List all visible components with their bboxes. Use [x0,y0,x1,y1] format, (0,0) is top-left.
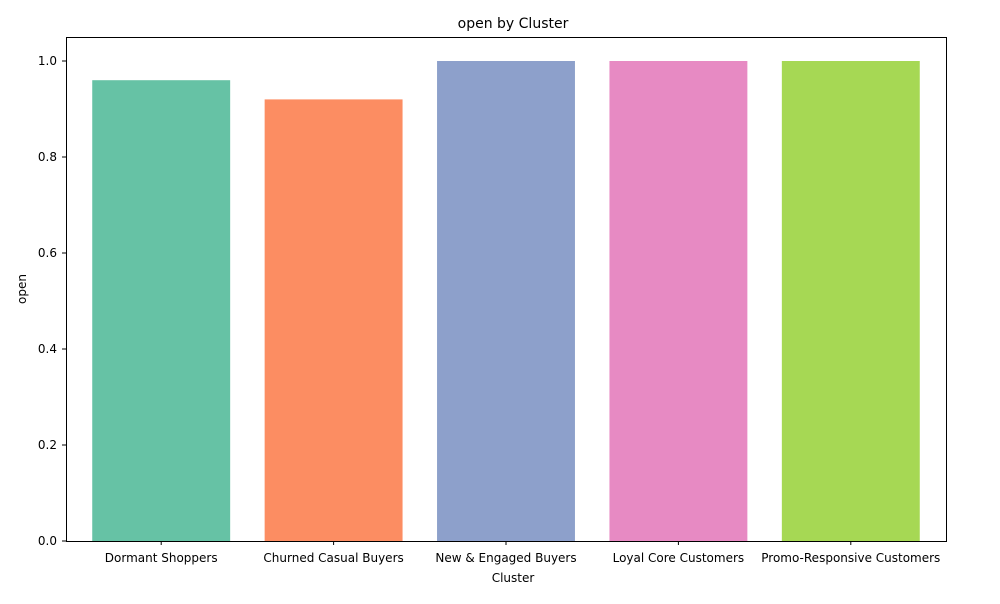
y-tick-label-4: 0.8 [38,150,57,164]
x-axis-label: Cluster [492,571,535,585]
x-tick-label-2: New & Engaged Buyers [435,551,576,565]
bar-0 [92,80,231,541]
x-tick-label-4: Promo-Responsive Customers [761,551,940,565]
x-tick-label-1: Churned Casual Buyers [263,551,403,565]
y-axis-label: open [15,274,29,304]
y-tick-label-2: 0.4 [38,342,57,356]
bar-3 [609,61,748,541]
y-tick-label-5: 1.0 [38,54,57,68]
x-tick-label-0: Dormant Shoppers [105,551,218,565]
bars-group [92,61,920,542]
bar-2 [437,61,575,541]
chart-title: open by Cluster [458,16,569,32]
y-tick-label-0: 0.0 [38,534,57,548]
bar-4 [781,61,920,541]
plot-frame [66,37,947,542]
bar-1 [264,99,403,542]
x-axis-ticks: Dormant Shoppers Churned Casual Buyers New… [105,541,940,565]
y-tick-label-1: 0.2 [38,438,57,452]
y-axis-ticks: 0.0 0.2 0.4 0.6 0.8 1.0 [38,54,66,548]
x-tick-label-3: Loyal Core Customers [613,551,745,565]
y-tick-label-3: 0.6 [38,246,57,260]
